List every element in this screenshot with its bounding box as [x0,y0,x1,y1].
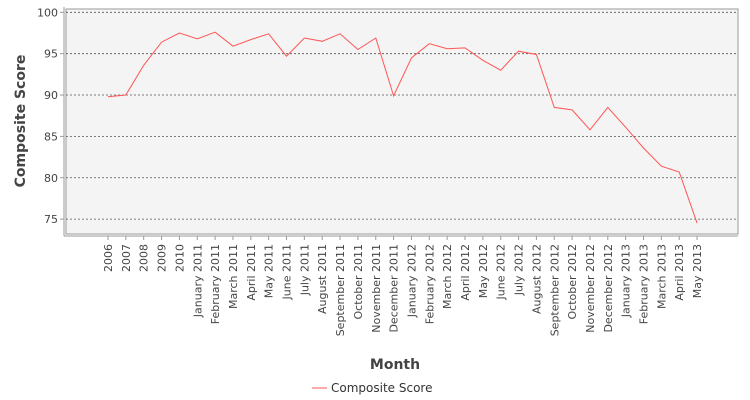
y-axis-ticks: 75 80 85 90 95 100 [37,6,64,226]
x-tick-label: August 2012 [530,244,543,314]
series-lines [107,31,698,224]
x-tick-label: June 2011 [281,244,294,300]
x-tick-label: November 2011 [370,244,383,333]
y-tick-label: 75 [44,213,58,226]
y-tick-label: 80 [44,172,58,185]
x-tick-label: November 2012 [584,244,597,333]
x-tick-label: March 2012 [441,244,454,309]
x-axis-title: Month [370,357,420,373]
x-axis-ticks: 2006 2007 2008 2009 2010 January 2011 February… [102,236,704,336]
x-tick-label: June 2012 [495,244,508,300]
x-tick-label: May 2012 [477,244,490,298]
x-tick-label: December 2011 [388,244,401,333]
x-tick-label: February 2011 [209,244,222,324]
y-tick-label: 95 [44,48,58,61]
x-tick-label: January 2011 [191,244,204,318]
x-tick-label: October 2011 [352,244,365,320]
y-tick-label: 90 [44,89,58,102]
x-tick-label: August 2011 [316,244,329,314]
x-tick-label: January 2012 [405,244,418,318]
x-tick-label: May 2011 [263,244,276,298]
series-line [107,31,698,224]
y-tick-label: 100 [37,6,58,19]
plot-area [65,8,739,235]
x-tick-label: 2006 [102,244,115,272]
y-axis-title: Composite Score [13,55,29,188]
x-tick-label: 2008 [138,244,151,272]
x-tick-label: 2007 [120,244,133,272]
x-tick-label: 2010 [173,244,186,272]
x-tick-label: May 2013 [691,244,704,298]
x-tick-label: December 2012 [602,244,615,333]
legend-label: Composite Score [331,381,432,395]
x-tick-label: July 2011 [298,244,311,296]
x-tick-label: January 2013 [620,244,633,318]
gridlines [66,11,738,220]
x-tick-label: April 2013 [673,244,686,301]
x-tick-label: September 2012 [548,244,561,336]
x-tick-label: February 2012 [423,244,436,324]
x-tick-label: February 2013 [638,244,651,324]
y-tick-label: 85 [44,130,58,143]
x-tick-label: July 2012 [513,244,526,296]
x-tick-label: April 2012 [459,244,472,301]
legend: Composite Score [312,381,432,395]
x-tick-label: April 2011 [245,244,258,301]
x-tick-label: September 2011 [334,244,347,336]
x-tick-label: March 2011 [227,244,240,309]
x-tick-label: 2009 [156,244,169,272]
x-tick-label: March 2013 [655,244,668,309]
x-tick-label: October 2012 [566,244,579,320]
